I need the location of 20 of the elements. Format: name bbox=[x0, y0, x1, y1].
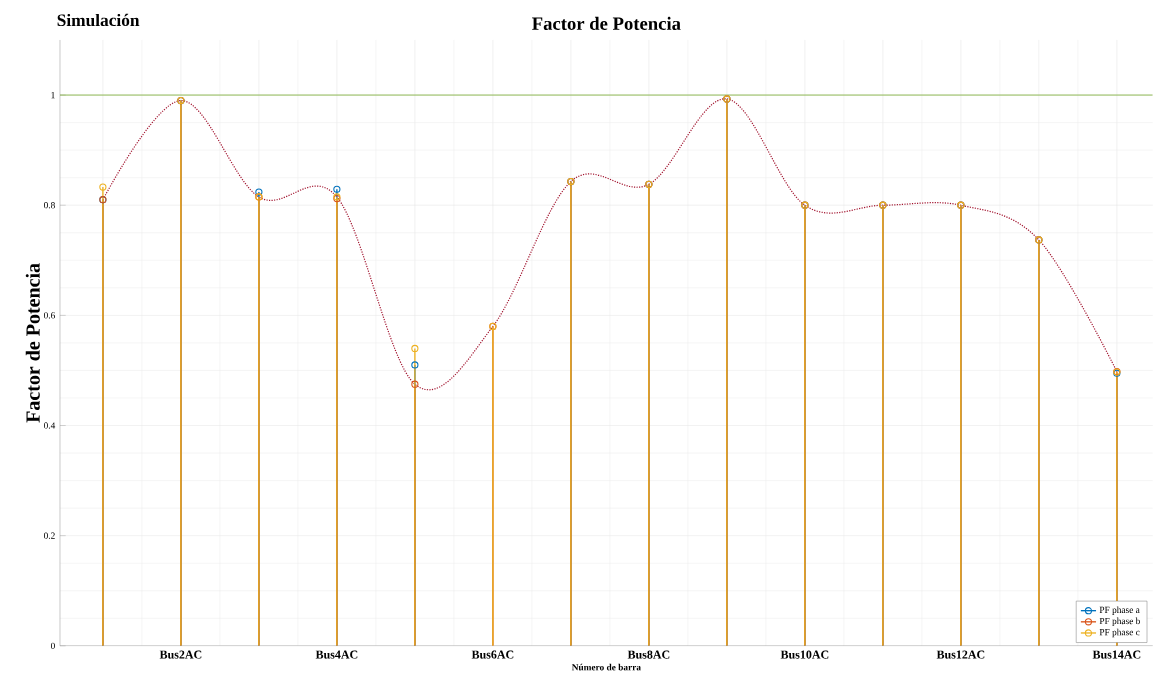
x-tick-label: Bus4AC bbox=[315, 650, 358, 659]
legend-label: PF phase c bbox=[1099, 628, 1140, 638]
y-tick-label: 0.6 bbox=[43, 312, 56, 319]
y-axis-title: Factor de Potencia bbox=[25, 263, 40, 423]
x-tick-label: Bus6AC bbox=[471, 650, 514, 659]
y-tick-label: 0.4 bbox=[43, 422, 56, 429]
y-tick-label: 0.2 bbox=[43, 532, 55, 539]
legend-label: PF phase b bbox=[1099, 617, 1140, 627]
y-tick-label: 0.8 bbox=[43, 202, 55, 209]
text: Simulación bbox=[57, 13, 140, 27]
x-tick-label: Bus10AC bbox=[780, 650, 829, 659]
x-axis-title: Número de barra bbox=[571, 663, 641, 671]
x-tick-label: Bus8AC bbox=[627, 650, 670, 659]
x-tick-label: Bus14AC bbox=[1092, 650, 1141, 659]
x-tick-label: Bus12AC bbox=[936, 650, 985, 659]
y-tick-label: 0 bbox=[50, 642, 55, 650]
y-tick-label: 1 bbox=[51, 92, 55, 99]
chart-title: Factor de Potencia bbox=[532, 16, 681, 31]
x-tick-label: Bus2AC bbox=[159, 650, 202, 659]
legend-label: PF phase a bbox=[1099, 606, 1140, 615]
